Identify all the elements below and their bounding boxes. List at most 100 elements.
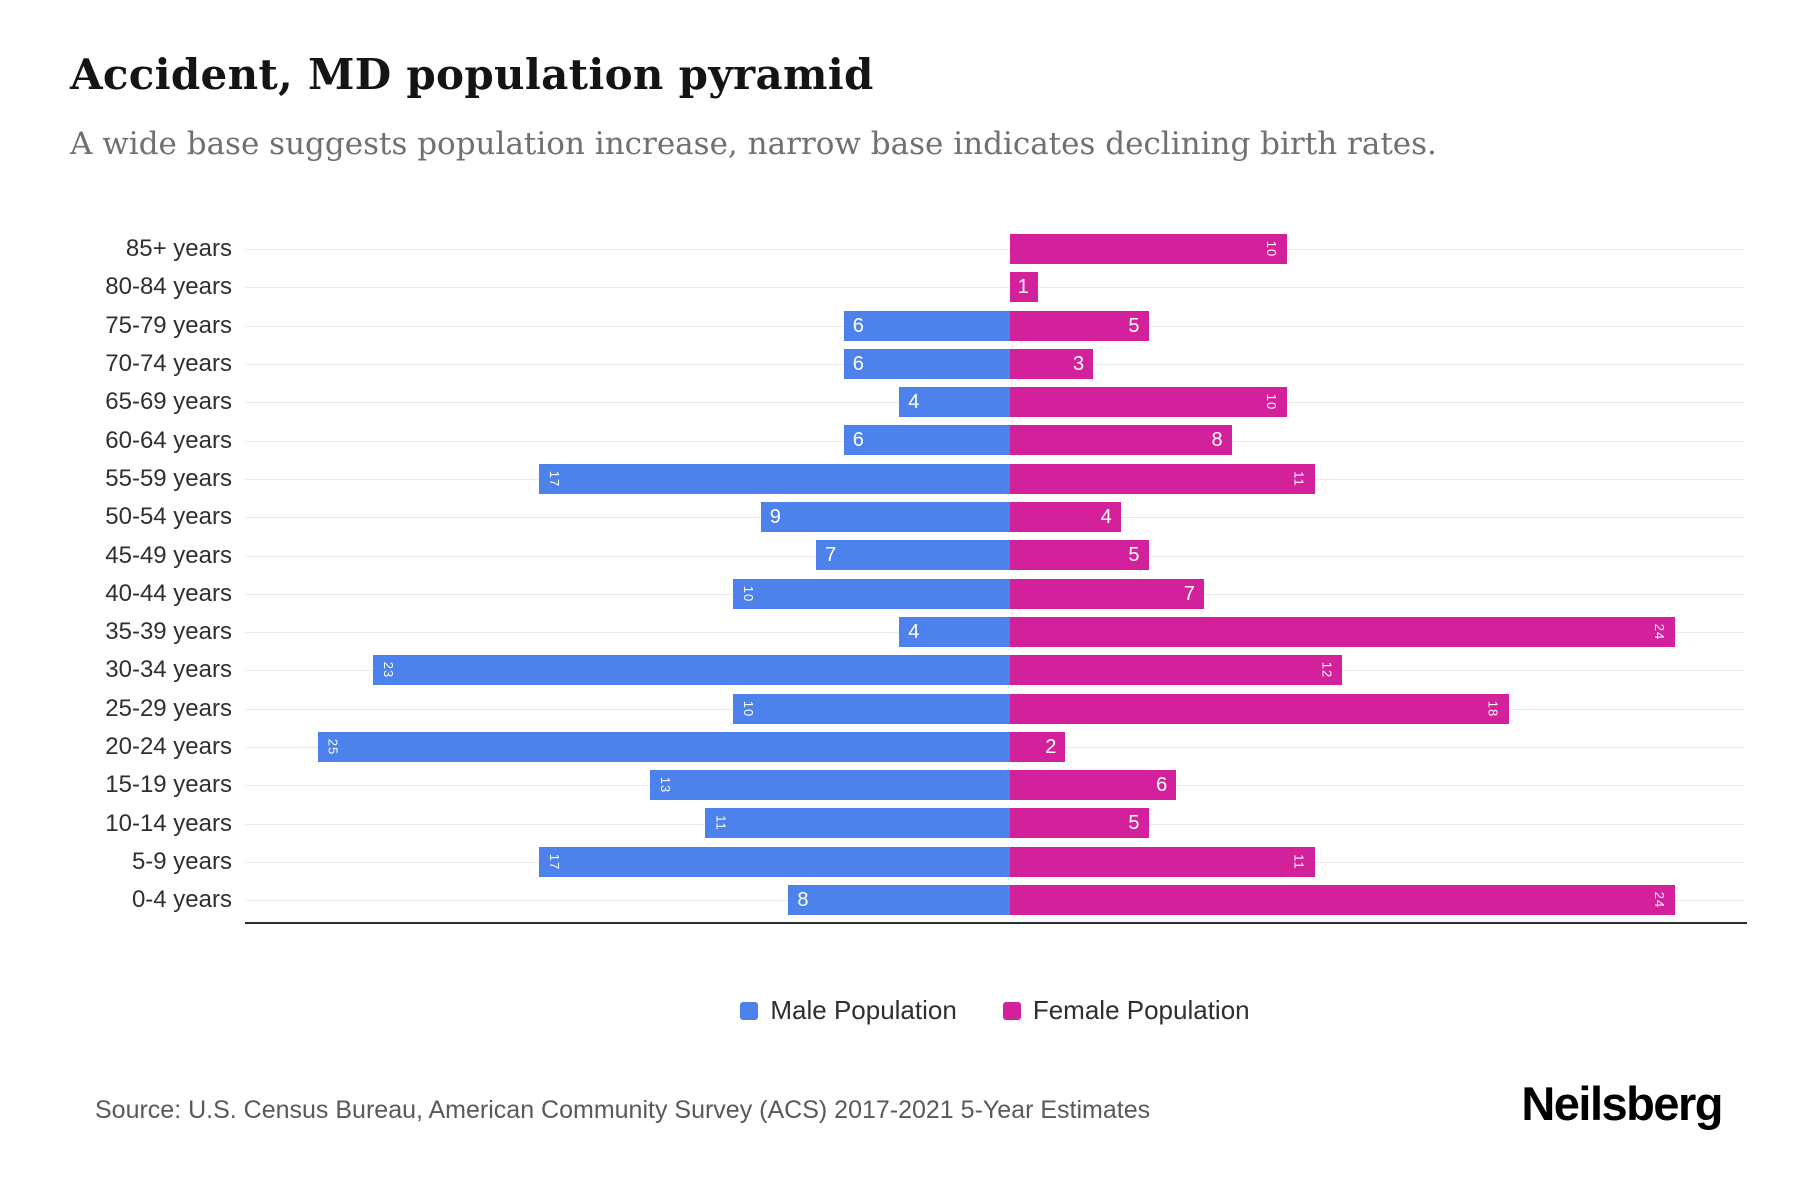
female-bar: 12 [1010,655,1343,686]
plot-area: 11 5 [245,804,1800,842]
male-bar: 8 [788,885,1010,916]
male-value-label: 17 [547,470,563,488]
female-value-label: 24 [1651,891,1667,909]
male-bar: 13 [649,770,1010,801]
x-axis-line [245,922,1747,924]
legend-item-female[interactable]: Female Population [1002,995,1250,1026]
neilsberg-logo: Neilsberg [1521,1077,1723,1130]
male-bar: 6 [843,310,1010,341]
age-axis-label: 55-59 years [105,464,232,492]
page-subtitle: A wide base suggests population increase… [70,126,1437,162]
female-bar: 5 [1010,310,1149,341]
chart-row: 45-49 years 7 5 [0,536,1800,574]
female-value-label: 12 [1319,662,1335,679]
legend-female-swatch [1002,1001,1021,1020]
female-bar: 11 [1010,463,1315,494]
plot-area: 10 18 [245,690,1800,728]
male-bar: 10 [733,578,1010,609]
age-axis-label: 35-39 years [105,618,232,646]
plot-area: 13 6 [245,766,1800,804]
chart-row: 25-29 years 10 18 [0,690,1800,728]
male-bar: 9 [760,502,1010,533]
male-bar: 25 [317,731,1010,762]
population-pyramid-chart: 85+ years 10 80-84 years 1 75-79 years 6 5 70-7… [0,230,1800,930]
age-axis-label: 65-69 years [105,388,232,416]
chart-row: 75-79 years 6 5 [0,307,1800,345]
plot-area: 25 2 [245,728,1800,766]
female-value-label: 6 [1156,774,1168,797]
male-value-label: 6 [852,429,864,452]
legend-male-swatch [740,1001,759,1020]
male-bar: 17 [539,463,1010,494]
female-bar: 7 [1010,578,1204,609]
chart-row: 20-24 years 25 2 [0,728,1800,766]
male-value-label: 17 [547,853,563,870]
chart-row: 5-9 years 17 11 [0,843,1800,881]
female-bar: 5 [1010,808,1149,839]
female-value-label: 7 [1183,582,1195,605]
female-bar: 10 [1010,234,1287,264]
female-value-label: 10 [1264,240,1279,258]
chart-row: 35-39 years 4 24 [0,613,1800,651]
chart-row: 40-44 years 10 7 [0,575,1800,613]
age-axis-label: 25-29 years [105,694,232,722]
female-value-label: 3 [1072,352,1085,375]
age-axis-label: 20-24 years [105,733,232,760]
male-bar: 6 [843,348,1010,379]
male-value-label: 11 [713,815,729,832]
female-bar: 11 [1010,846,1315,877]
age-axis-label: 85+ years [125,235,232,263]
female-value-label: 8 [1211,429,1223,452]
female-bar: 2 [1010,731,1066,762]
chart-row: 70-74 years 6 3 [0,345,1800,383]
male-value-label: 6 [852,352,864,375]
female-bar: 24 [1010,885,1675,916]
chart-legend: Male Population Female Population [245,995,1745,1026]
male-value-label: 4 [908,391,920,414]
source-attribution: Source: U.S. Census Bureau, American Com… [95,1096,1151,1124]
male-value-label: 9 [769,506,781,529]
chart-row: 85+ years 10 [0,230,1800,268]
legend-male-label: Male Population [770,995,957,1025]
male-bar: 6 [843,425,1010,456]
chart-row: 50-54 years 9 4 [0,498,1800,536]
plot-area: 8 24 [245,881,1800,919]
age-axis-label: 0-4 years [131,886,232,914]
male-value-label: 23 [380,662,396,679]
female-bar: 24 [1010,616,1675,647]
female-bar: 4 [1010,502,1121,533]
male-value-label: 4 [908,620,920,643]
age-axis-label: 5-9 years [131,847,232,875]
age-axis-label: 10-14 years [105,809,232,837]
male-bar: 7 [816,540,1010,571]
page-title: Accident, MD population pyramid [70,50,874,99]
age-axis-label: 80-84 years [105,273,232,301]
legend-item-male[interactable]: Male Population [740,995,957,1026]
gridline [245,287,1745,289]
plot-area: 17 11 [245,843,1800,881]
gridline [245,249,1745,251]
female-value-label: 5 [1128,544,1140,567]
age-axis-label: 45-49 years [105,541,232,569]
chart-rows: 85+ years 10 80-84 years 1 75-79 years 6 5 70-7… [0,230,1800,919]
male-bar: 23 [372,655,1010,686]
male-value-label: 7 [825,544,837,567]
female-bar: 3 [1010,348,1094,379]
legend-female-label: Female Population [1032,995,1250,1025]
male-value-label: 10 [741,585,756,602]
plot-area: 1 [245,268,1800,306]
female-value-label: 24 [1651,623,1667,641]
female-bar: 8 [1010,425,1232,456]
plot-area: 4 10 [245,383,1800,421]
age-axis-label: 15-19 years [105,771,232,799]
plot-area: 23 12 [245,651,1800,689]
age-axis-label: 30-34 years [105,656,232,684]
age-axis-label: 60-64 years [105,426,232,454]
male-bar: 4 [899,387,1010,418]
female-bar: 6 [1010,770,1177,801]
